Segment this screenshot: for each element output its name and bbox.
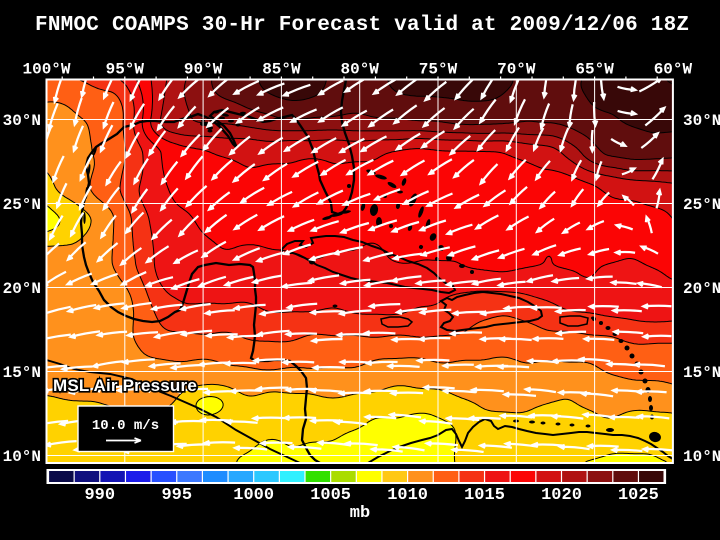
svg-text:15°N: 15°N — [3, 364, 41, 382]
svg-text:25°N: 25°N — [3, 196, 41, 214]
svg-text:30°N: 30°N — [3, 112, 41, 130]
svg-text:20°N: 20°N — [683, 280, 720, 298]
svg-text:60°W: 60°W — [654, 61, 693, 79]
svg-text:1020: 1020 — [541, 486, 582, 505]
svg-text:65°W: 65°W — [575, 61, 614, 79]
svg-text:1015: 1015 — [464, 486, 505, 505]
svg-text:990: 990 — [84, 486, 115, 505]
svg-text:90°W: 90°W — [184, 61, 223, 79]
svg-text:15°N: 15°N — [683, 364, 720, 382]
svg-text:1010: 1010 — [387, 486, 428, 505]
svg-text:1000: 1000 — [233, 486, 274, 505]
svg-text:100°W: 100°W — [22, 61, 70, 79]
svg-text:10.0 m/s: 10.0 m/s — [92, 418, 159, 434]
svg-text:10°N: 10°N — [683, 448, 720, 466]
svg-text:FNMOC COAMPS 30-Hr Forecast va: FNMOC COAMPS 30-Hr Forecast valid at 200… — [35, 14, 689, 37]
svg-text:75°W: 75°W — [419, 61, 458, 79]
svg-text:1025: 1025 — [618, 486, 659, 505]
svg-text:80°W: 80°W — [340, 61, 379, 79]
svg-text:25°N: 25°N — [683, 196, 720, 214]
svg-text:95°W: 95°W — [106, 61, 145, 79]
svg-text:mb: mb — [350, 504, 370, 523]
svg-text:85°W: 85°W — [262, 61, 301, 79]
svg-text:MSL Air Pressure: MSL Air Pressure — [53, 376, 197, 395]
svg-text:20°N: 20°N — [3, 280, 41, 298]
svg-text:10°N: 10°N — [3, 448, 41, 466]
svg-text:70°W: 70°W — [497, 61, 536, 79]
svg-text:30°N: 30°N — [683, 112, 720, 130]
svg-text:1005: 1005 — [310, 486, 351, 505]
svg-text:995: 995 — [161, 486, 192, 505]
